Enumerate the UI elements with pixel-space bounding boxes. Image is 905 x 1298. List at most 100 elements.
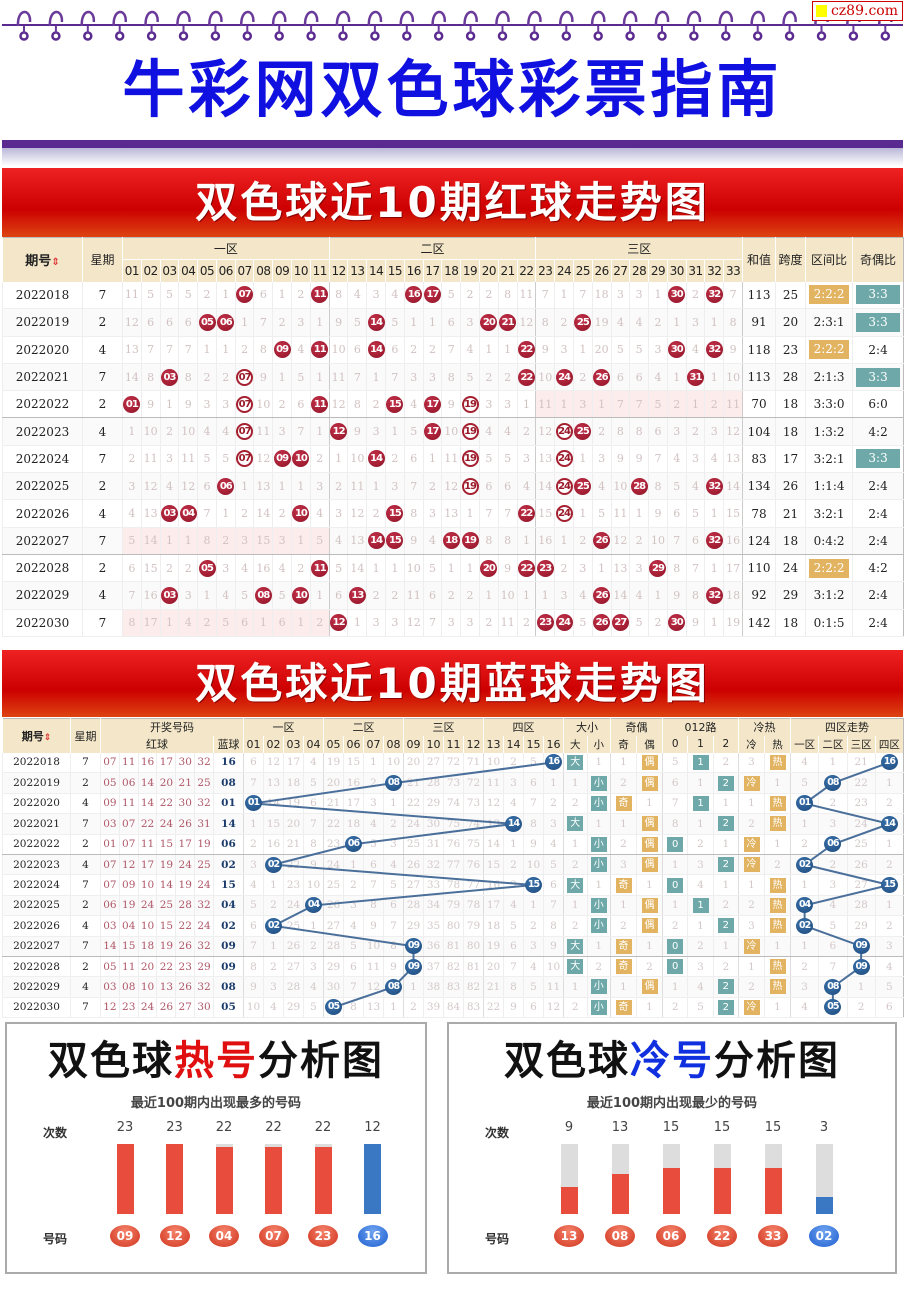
red-ball: 26 [593, 532, 611, 550]
temp-cell: 2 [738, 813, 765, 835]
sub-header: 热 [764, 735, 791, 753]
missing-count-cell: 11 [535, 390, 555, 419]
bar-track [215, 1144, 233, 1214]
missing-count-cell: 20 [591, 336, 611, 364]
table-row: 2022020 4 09 11 14 22 30 32 01 01 14 19 6 21 17 3 1 22 29 7… [2, 793, 904, 815]
red-ball: 03 [160, 586, 178, 604]
missing-count-cell: 10 [535, 363, 555, 392]
missing-count-cell: 9 [723, 336, 743, 364]
sum-cell: 104 [742, 417, 776, 446]
missing-count-cell: 16 [483, 874, 504, 896]
weekday-cell: 2 [70, 956, 101, 978]
zone-trend-cell: 3 [789, 976, 819, 998]
missing-count-cell: 79 [443, 895, 464, 917]
missing-count-cell: 2 [516, 417, 537, 446]
hit-ball-cell: 28 [629, 472, 649, 501]
missing-count-cell: 5 [291, 363, 311, 392]
missing-count-cell: 14 [140, 527, 161, 555]
hit-ball-cell: 24 [554, 445, 574, 474]
missing-count-cell: 1 [516, 390, 537, 419]
missing-count-cell: 1 [197, 581, 217, 610]
missing-count-cell: 1 [197, 336, 217, 364]
bar-group: 22 04 [204, 1120, 244, 1247]
missing-count-cell: 5 [328, 554, 348, 583]
bar [364, 1144, 381, 1214]
missing-count-cell: 4 [610, 308, 630, 337]
bar-value-label: 15 [764, 1120, 782, 1135]
missing-count-cell: 6 [503, 936, 524, 957]
missing-count-cell: 9 [666, 581, 687, 610]
red-ball: 24 [555, 368, 573, 386]
chart-title: 最近100期内出现最多的号码 [130, 1096, 302, 1111]
parity-cell: 偶 [636, 854, 663, 876]
number-header: 27 [610, 259, 630, 282]
temp-cell: 2 [764, 854, 791, 876]
table-row: 2022028 2 05 11 20 22 23 29 09 8 2 27 3 29 6 11 9 09 37 82 8… [2, 956, 904, 978]
blue-number: 14 [212, 813, 244, 835]
red-ball: 05 [198, 313, 216, 331]
number-header: 32 [704, 259, 724, 282]
hit-ball-cell: 20 [478, 308, 499, 337]
missing-count-cell: 6 [159, 308, 179, 337]
odd-even-cell: 2:4 [852, 527, 904, 555]
missing-count-cell: 25 [323, 874, 344, 896]
parity-cell: 偶 [636, 976, 663, 998]
missing-count-cell: 3 [572, 390, 593, 419]
hit-ball-cell: 02 [263, 915, 284, 937]
red-ball: 25 [574, 423, 592, 441]
temp-cell: 热 [764, 976, 791, 998]
missing-count-cell: 2 [309, 445, 330, 474]
missing-count-cell: 7 [159, 336, 179, 364]
missing-count-cell: 12 [178, 472, 198, 501]
missing-count-cell: 2 [460, 281, 480, 310]
odd-even-value: 3:3 [856, 367, 901, 387]
missing-count-cell: 5 [648, 390, 668, 419]
size-cell: 1 [563, 772, 588, 794]
odd-even-cell: 2:4 [852, 499, 904, 528]
blue-number: 02 [212, 915, 244, 937]
bar-track [611, 1144, 629, 1214]
missing-count-cell: 6 [243, 915, 264, 937]
issue-header[interactable]: 期号⇕ [2, 718, 71, 753]
missing-count-cell: 17 [283, 752, 304, 774]
issue-cell: 2022023 [2, 854, 71, 876]
parity-cell: 偶 [636, 752, 663, 774]
hit-ball-cell: 32 [704, 336, 724, 364]
missing-count-cell: 6 [422, 581, 442, 610]
hit-ball-cell: 24 [554, 609, 574, 637]
missing-count-cell: 1 [516, 581, 537, 610]
bar-value-label: 23 [166, 1120, 183, 1135]
missing-count-cell: 76 [463, 854, 484, 876]
sum-cell: 91 [742, 308, 776, 337]
missing-count-cell: 1 [309, 308, 330, 337]
span-cell: 24 [775, 554, 806, 583]
missing-count-cell: 3 [215, 554, 236, 583]
route-tag: 0 [667, 836, 684, 852]
missing-count-cell: 1 [704, 363, 724, 392]
missing-count-cell: 9 [303, 854, 324, 876]
zone-header: 一区 [122, 237, 330, 260]
table-row: 2022022 2 01 07 11 15 17 19 06 2 16 21 8 23 06 5 3 25 31 76… [2, 834, 904, 855]
missing-count-cell: 16 [140, 581, 161, 610]
odd-even-cell: 3:3 [852, 281, 904, 310]
missing-count-cell: 1 [704, 308, 724, 337]
missing-count-cell: 4 [343, 915, 364, 937]
missing-count-cell: 19 [723, 609, 743, 637]
blue-header: 蓝球 [212, 735, 244, 753]
issue-header[interactable]: 期号⇕ [2, 237, 83, 282]
sub-header: 小 [586, 735, 611, 753]
red-number: 13 [156, 976, 176, 998]
missing-count-cell: 3 [366, 609, 386, 637]
hit-ball-cell: 05 [323, 997, 344, 1019]
missing-count-cell: 7 [478, 499, 499, 528]
red-ball: 01 [123, 395, 141, 413]
parity-cell: 1 [636, 997, 663, 1019]
missing-count-cell: 8 [723, 308, 743, 337]
number-header: 07 [234, 259, 254, 282]
zone-ratio-value: 0:4:2 [813, 533, 845, 548]
missing-count-cell: 2 [366, 499, 386, 528]
missing-count-cell: 4 [243, 874, 264, 896]
missing-count-cell: 5 [347, 308, 367, 337]
zone-trend-cell: 7 [818, 956, 847, 978]
